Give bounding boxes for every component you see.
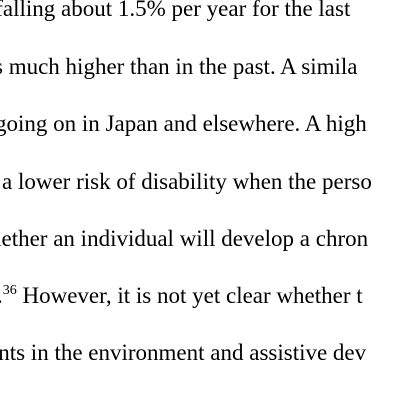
body-text-line: going on in Japan and elsewhere. A high xyxy=(0,111,367,136)
body-text-line: a lower risk of disability when the pers… xyxy=(2,169,372,194)
body-text-line: ents in the environment and assistive de… xyxy=(0,340,367,365)
body-text-line: s much higher than in the past. A simila xyxy=(0,54,358,79)
body-text-fragment: However, it is not yet clear whether t xyxy=(16,283,363,308)
body-text-line: n falling about 1.5% per year for the la… xyxy=(0,0,351,21)
sentence-end-period: . xyxy=(0,283,3,308)
body-text-line-with-citation: .36 However, it is not yet clear whether… xyxy=(0,283,363,308)
citation-superscript: 36 xyxy=(2,283,17,298)
body-text-line: hether an individual will develop a chro… xyxy=(0,226,369,251)
